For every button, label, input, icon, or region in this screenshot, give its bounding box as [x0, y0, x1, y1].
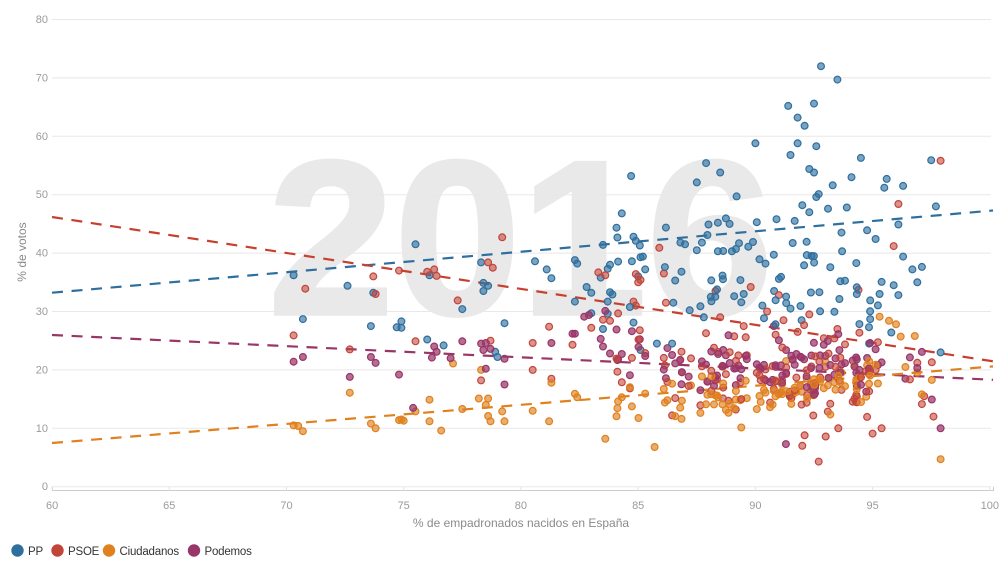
- svg-text:% de empadronados nacidos en E: % de empadronados nacidos en España: [413, 516, 629, 530]
- svg-text:30: 30: [36, 306, 48, 318]
- svg-text:PSOE: PSOE: [68, 546, 100, 558]
- svg-text:100: 100: [981, 500, 999, 512]
- svg-text:Ciudadanos: Ciudadanos: [120, 546, 180, 558]
- svg-text:10: 10: [36, 423, 48, 435]
- svg-text:20: 20: [36, 364, 48, 376]
- svg-text:90: 90: [749, 500, 761, 512]
- svg-text:65: 65: [163, 500, 175, 512]
- svg-text:PP: PP: [28, 546, 43, 558]
- svg-text:95: 95: [866, 500, 878, 512]
- svg-text:50: 50: [36, 189, 48, 201]
- svg-text:70: 70: [36, 72, 48, 84]
- svg-text:Podemos: Podemos: [205, 546, 253, 558]
- svg-text:% de votos: % de votos: [15, 222, 29, 281]
- svg-text:70: 70: [280, 500, 292, 512]
- svg-text:80: 80: [36, 14, 48, 26]
- svg-text:85: 85: [632, 500, 644, 512]
- svg-text:60: 60: [36, 131, 48, 143]
- svg-text:2016: 2016: [268, 115, 773, 361]
- svg-text:80: 80: [515, 500, 527, 512]
- svg-text:60: 60: [46, 500, 58, 512]
- svg-text:0: 0: [42, 481, 48, 493]
- svg-text:75: 75: [398, 500, 410, 512]
- svg-text:40: 40: [36, 248, 48, 260]
